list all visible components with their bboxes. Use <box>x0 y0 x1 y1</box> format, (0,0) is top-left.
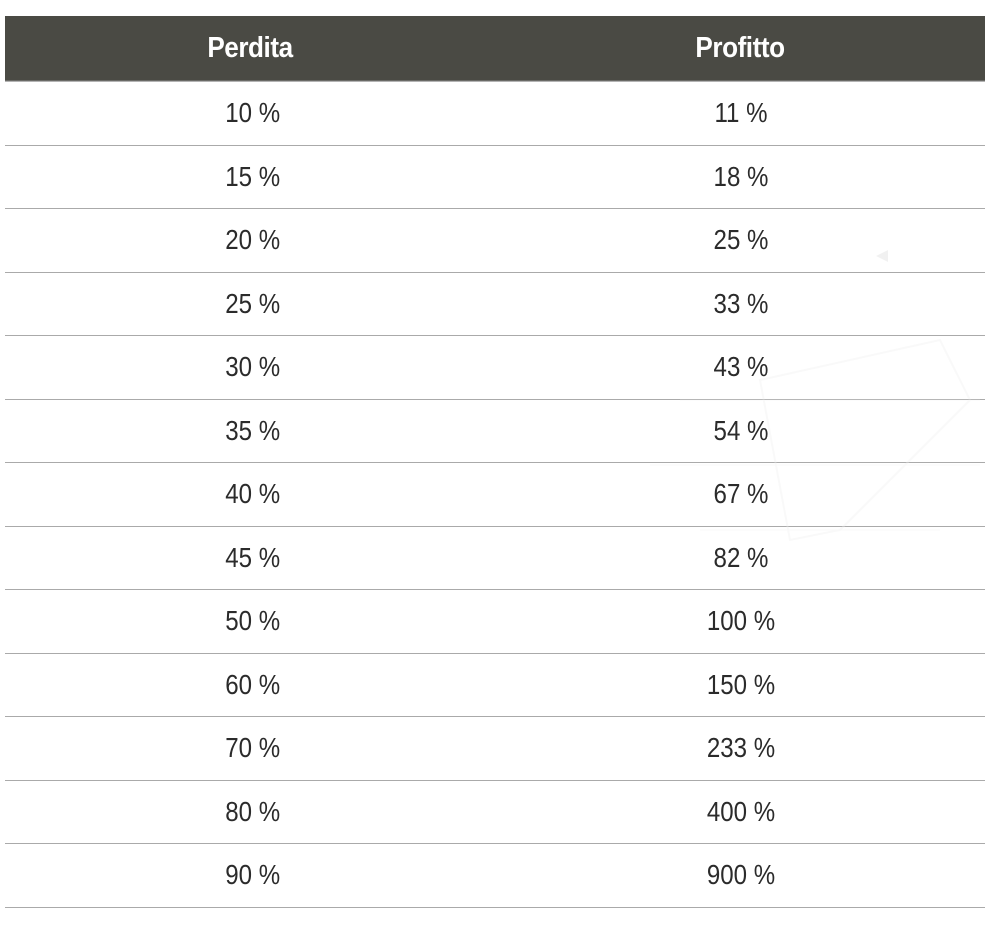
table-row: 15 % 18 % <box>5 146 985 209</box>
table-row: 45 % 82 % <box>5 527 985 590</box>
profit-cell: 900 % <box>706 859 776 891</box>
header-profit: Profitto <box>695 31 785 64</box>
loss-cell: 80 % <box>225 795 281 827</box>
table-header: Perdita Profitto <box>5 16 985 81</box>
profit-cell: 67 % <box>713 478 769 510</box>
table-body: 10 % 11 % 15 % 18 % 20 % 25 % 25 % 33 % … <box>5 81 985 908</box>
profit-cell: 400 % <box>706 795 776 827</box>
loss-cell: 30 % <box>225 351 281 383</box>
table-row: 90 % 900 % <box>5 844 985 908</box>
loss-cell: 10 % <box>225 97 281 129</box>
header-loss: Perdita <box>207 31 293 64</box>
table-row: 30 % 43 % <box>5 336 985 400</box>
loss-cell: 15 % <box>225 160 281 192</box>
loss-cell: 40 % <box>225 478 281 510</box>
loss-cell: 60 % <box>225 668 281 700</box>
profit-cell: 11 % <box>714 97 768 129</box>
table-row: 50 % 100 % <box>5 590 985 654</box>
table-row: 20 % 25 % <box>5 209 985 273</box>
profit-cell: 54 % <box>713 414 769 446</box>
table-row: 70 % 233 % <box>5 717 985 781</box>
profit-cell: 18 % <box>713 160 769 192</box>
table-row: 10 % 11 % <box>5 82 985 146</box>
loss-cell: 25 % <box>225 287 281 319</box>
loss-cell: 70 % <box>225 732 281 764</box>
table-row: 80 % 400 % <box>5 781 985 844</box>
loss-cell: 50 % <box>225 605 281 637</box>
profit-cell: 150 % <box>706 668 776 700</box>
loss-cell: 35 % <box>225 414 281 446</box>
profit-cell: 233 % <box>706 732 776 764</box>
table-row: 40 % 67 % <box>5 463 985 527</box>
table-row: 35 % 54 % <box>5 400 985 463</box>
profit-cell: 43 % <box>713 351 769 383</box>
table-row: 25 % 33 % <box>5 273 985 336</box>
table-row: 60 % 150 % <box>5 654 985 717</box>
profit-cell: 33 % <box>713 287 769 319</box>
loss-cell: 45 % <box>225 541 281 573</box>
profit-cell: 82 % <box>713 541 769 573</box>
loss-profit-table: Perdita Profitto 10 % 11 % 15 % 18 % 20 … <box>5 16 985 908</box>
loss-cell: 90 % <box>225 859 281 891</box>
profit-cell: 100 % <box>706 605 776 637</box>
profit-cell: 25 % <box>713 224 769 256</box>
loss-cell: 20 % <box>225 224 281 256</box>
